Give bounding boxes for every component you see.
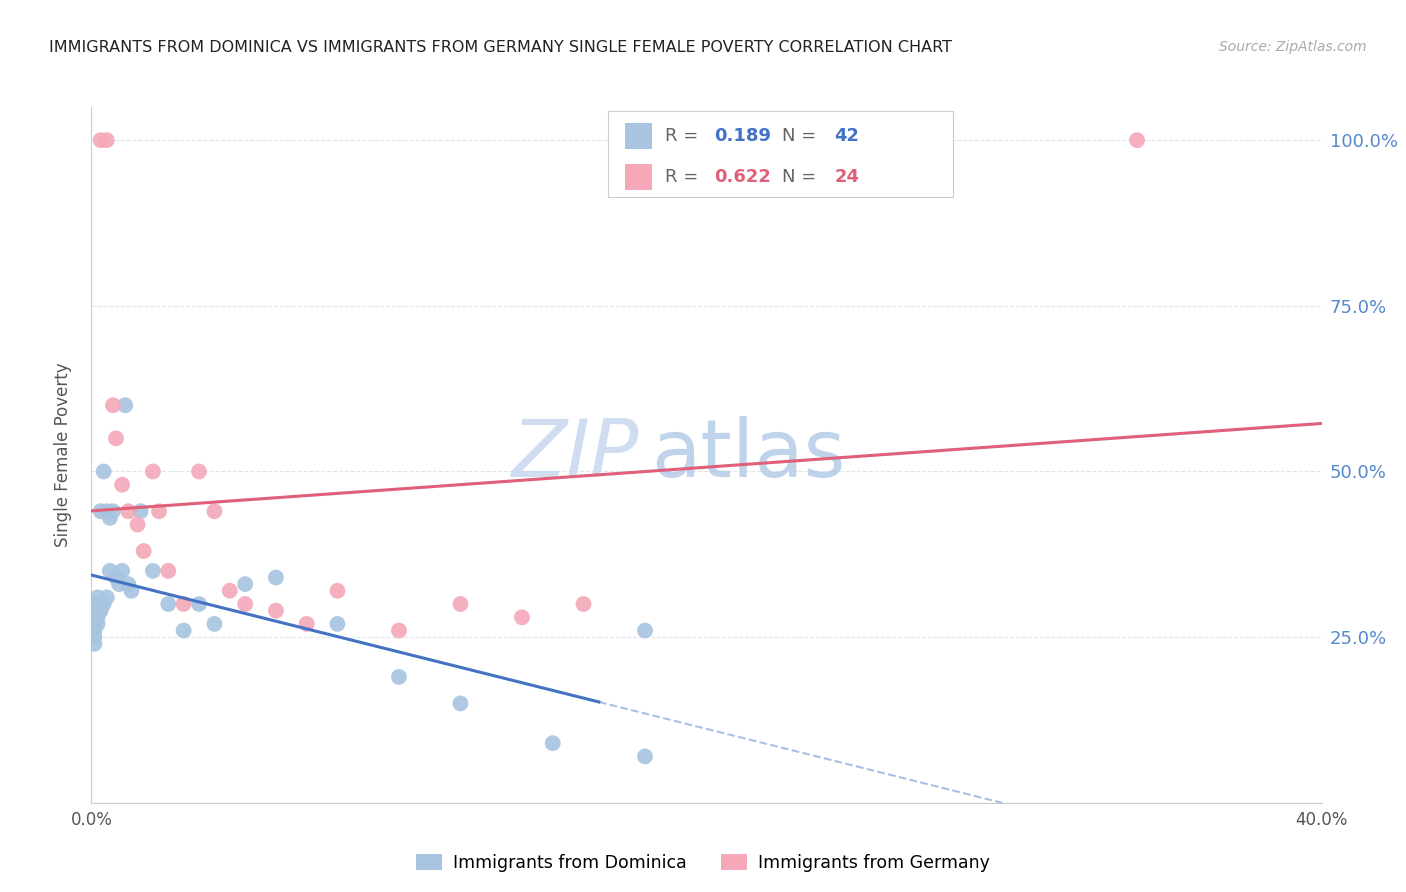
Text: R =: R = xyxy=(665,168,697,186)
Point xyxy=(98,564,121,578)
Point xyxy=(510,610,533,624)
Point xyxy=(157,564,180,578)
Bar xyxy=(626,163,652,190)
Point xyxy=(111,564,134,578)
Point xyxy=(98,511,121,525)
Bar xyxy=(626,123,652,149)
Point xyxy=(388,624,411,638)
Point xyxy=(148,504,170,518)
Point xyxy=(114,398,136,412)
Point xyxy=(218,583,240,598)
Point xyxy=(83,616,105,631)
Point xyxy=(86,604,108,618)
Text: N =: N = xyxy=(782,127,815,145)
Point xyxy=(127,517,149,532)
Point xyxy=(142,564,165,578)
Point xyxy=(83,610,105,624)
Text: R =: R = xyxy=(665,127,697,145)
Y-axis label: Single Female Poverty: Single Female Poverty xyxy=(53,363,72,547)
Text: ZIP: ZIP xyxy=(512,416,638,494)
Point xyxy=(86,616,108,631)
Point xyxy=(83,624,105,638)
Point xyxy=(233,597,256,611)
Text: 24: 24 xyxy=(835,168,859,186)
Point xyxy=(105,570,127,584)
Point xyxy=(541,736,564,750)
Point xyxy=(83,604,105,618)
Point xyxy=(101,504,124,518)
Point xyxy=(111,477,134,491)
Text: 0.189: 0.189 xyxy=(714,127,770,145)
Point xyxy=(83,597,105,611)
Point xyxy=(132,544,155,558)
Point xyxy=(188,597,211,611)
Point xyxy=(90,604,112,618)
Point xyxy=(105,431,127,445)
Point xyxy=(188,465,211,479)
Point xyxy=(83,637,105,651)
Point xyxy=(173,597,195,611)
Point xyxy=(96,504,118,518)
Legend: Immigrants from Dominica, Immigrants from Germany: Immigrants from Dominica, Immigrants fro… xyxy=(409,847,997,879)
Point xyxy=(117,504,139,518)
Point xyxy=(117,577,139,591)
Point xyxy=(326,616,349,631)
Point xyxy=(83,630,105,644)
Point xyxy=(202,616,225,631)
FancyBboxPatch shape xyxy=(607,111,952,197)
Point xyxy=(326,583,349,598)
Point xyxy=(634,624,657,638)
Point xyxy=(295,616,318,631)
Point xyxy=(108,577,131,591)
Text: Source: ZipAtlas.com: Source: ZipAtlas.com xyxy=(1219,40,1367,54)
Point xyxy=(572,597,595,611)
Point xyxy=(93,597,115,611)
Point xyxy=(90,597,112,611)
Point xyxy=(173,624,195,638)
Point xyxy=(96,591,118,605)
Point xyxy=(264,604,287,618)
Point xyxy=(202,504,225,518)
Text: 42: 42 xyxy=(835,127,859,145)
Point xyxy=(86,610,108,624)
Point xyxy=(449,597,471,611)
Point xyxy=(449,697,471,711)
Point xyxy=(129,504,152,518)
Point xyxy=(101,398,124,412)
Text: atlas: atlas xyxy=(651,416,845,494)
Point xyxy=(96,133,118,147)
Point xyxy=(1126,133,1149,147)
Text: IMMIGRANTS FROM DOMINICA VS IMMIGRANTS FROM GERMANY SINGLE FEMALE POVERTY CORREL: IMMIGRANTS FROM DOMINICA VS IMMIGRANTS F… xyxy=(49,40,952,55)
Point xyxy=(90,133,112,147)
Point xyxy=(264,570,287,584)
Text: N =: N = xyxy=(782,168,815,186)
Text: 0.622: 0.622 xyxy=(714,168,770,186)
Point xyxy=(157,597,180,611)
Point xyxy=(86,597,108,611)
Point xyxy=(388,670,411,684)
Point xyxy=(93,465,115,479)
Point xyxy=(86,591,108,605)
Point xyxy=(634,749,657,764)
Point xyxy=(142,465,165,479)
Point xyxy=(90,504,112,518)
Point xyxy=(233,577,256,591)
Point xyxy=(120,583,142,598)
